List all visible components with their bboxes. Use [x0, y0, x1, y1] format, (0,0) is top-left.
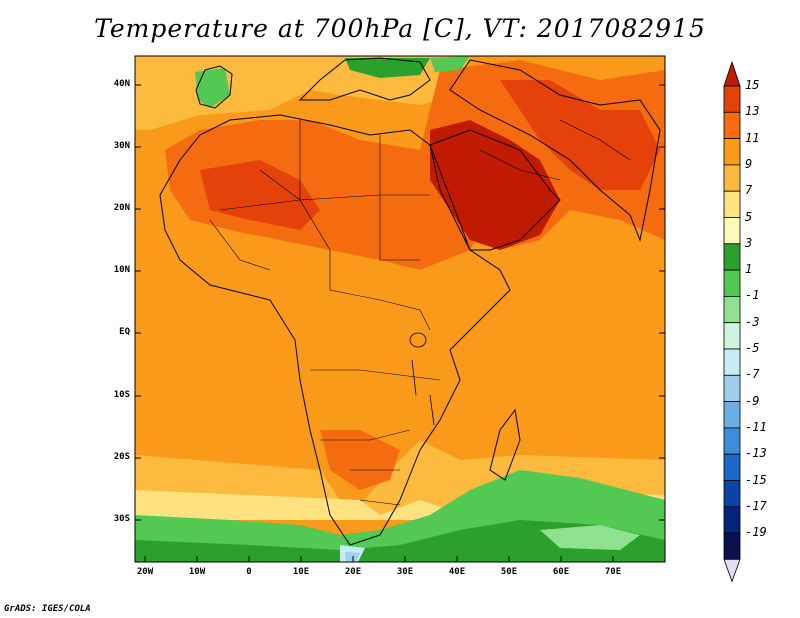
- lon-label-20w: 20W: [136, 567, 154, 577]
- colorbar-swatch: [723, 532, 741, 560]
- colorbar-swatch: [723, 164, 741, 192]
- colorbar-swatch: [723, 348, 741, 376]
- colorbar-tick-label: 1: [745, 262, 753, 277]
- field-lightgreen-alps: [430, 56, 470, 72]
- lon-label-20e: 20E: [344, 567, 362, 577]
- field-warm-south-africa: [320, 430, 400, 490]
- colorbar-swatch: [723, 111, 741, 140]
- lat-label-30s: 30S: [113, 514, 130, 524]
- colorbar-swatch: [723, 243, 741, 271]
- lat-label-40n: 40N: [113, 79, 130, 89]
- colorbar-tick-label: -15: [745, 472, 767, 487]
- lon-label-10w: 10W: [188, 567, 206, 577]
- field-cool-mediterranean: [300, 56, 470, 105]
- colorbar-tick-label: 7: [745, 183, 753, 198]
- colorbar-tick-label: 15: [745, 78, 760, 92]
- colorbar-tick-label: -11: [745, 419, 767, 434]
- field-green-iberia: [195, 68, 230, 108]
- colorbar-tick-label: 11: [745, 130, 760, 145]
- lat-label-10s: 10S: [113, 390, 130, 400]
- colorbar-tick-label: -17: [745, 498, 767, 513]
- colorbar-tick-label: -5: [745, 341, 760, 355]
- colorbar-swatch: [723, 480, 741, 508]
- field-hottest-arabia: [430, 120, 560, 250]
- colorbar-swatch: [723, 374, 741, 402]
- colorbar-swatch: [723, 85, 741, 113]
- colorbar-swatch: [723, 295, 741, 324]
- lat-label-eq: EQ: [119, 327, 130, 337]
- colorbar-tick-label: -7: [745, 367, 760, 382]
- map-frame: [134, 55, 666, 563]
- colorbar-swatch: [723, 138, 741, 166]
- colorbar-tick-label: -3: [745, 314, 760, 329]
- colorbar-swatch: [723, 217, 741, 245]
- field-hot-westafrica: [200, 160, 320, 230]
- lat-label-30n: 30N: [113, 141, 130, 151]
- lakes: [409, 332, 435, 426]
- colorbar-tick-label: -19: [745, 525, 767, 540]
- colorbar: [723, 60, 741, 583]
- colorbar-tick-label: 3: [745, 235, 753, 250]
- colorbar-tick-label: -1: [745, 288, 760, 303]
- lon-label-70e: 70E: [604, 567, 622, 577]
- lat-label-20s: 20S: [113, 452, 130, 462]
- colorbar-swatch: [723, 322, 741, 350]
- lon-label-40e: 40E: [448, 567, 466, 577]
- colorbar-tick-label: -9: [745, 393, 760, 408]
- colorbar-swatch: [723, 453, 741, 481]
- colorbar-swatch: [723, 401, 741, 429]
- credit-text: GrADS: IGES/COLA: [4, 604, 91, 614]
- colorbar-tick-label: -13: [745, 446, 767, 461]
- colorbar-swatch: [723, 506, 741, 534]
- colorbar-swatch: [723, 190, 741, 218]
- map-title: Temperature at 700hPa [C], VT: 201708291…: [94, 14, 706, 43]
- field-green-alps: [345, 58, 430, 78]
- lat-ticks: [135, 84, 665, 521]
- coastlines: [159, 57, 661, 546]
- lon-label-0: 0: [246, 567, 252, 577]
- field-hot-sahara: [165, 120, 500, 270]
- country-borders: [209, 119, 631, 506]
- lon-label-50e: 50E: [500, 567, 518, 577]
- lon-label-60e: 60E: [552, 567, 570, 577]
- lon-label-30e: 30E: [396, 567, 414, 577]
- lat-label-20n: 20N: [113, 203, 130, 213]
- field-darkgreen-southern-band: [135, 520, 665, 562]
- lat-label-10n: 10N: [113, 265, 130, 275]
- colorbar-max-arrow: [723, 60, 741, 87]
- colorbar-tick-label: 13: [745, 104, 760, 119]
- colorbar-min-arrow: [723, 559, 741, 583]
- lon-label-10e: 10E: [292, 567, 310, 577]
- colorbar-swatch: [723, 269, 741, 297]
- colorbar-tick-label: 9: [745, 156, 753, 171]
- colorbar-swatch: [723, 427, 741, 455]
- colorbar-tick-label: 5: [745, 209, 753, 224]
- lon-ticks: [144, 556, 614, 562]
- field-hottest-iran: [500, 80, 660, 190]
- field-lightgreen-patch: [540, 525, 640, 550]
